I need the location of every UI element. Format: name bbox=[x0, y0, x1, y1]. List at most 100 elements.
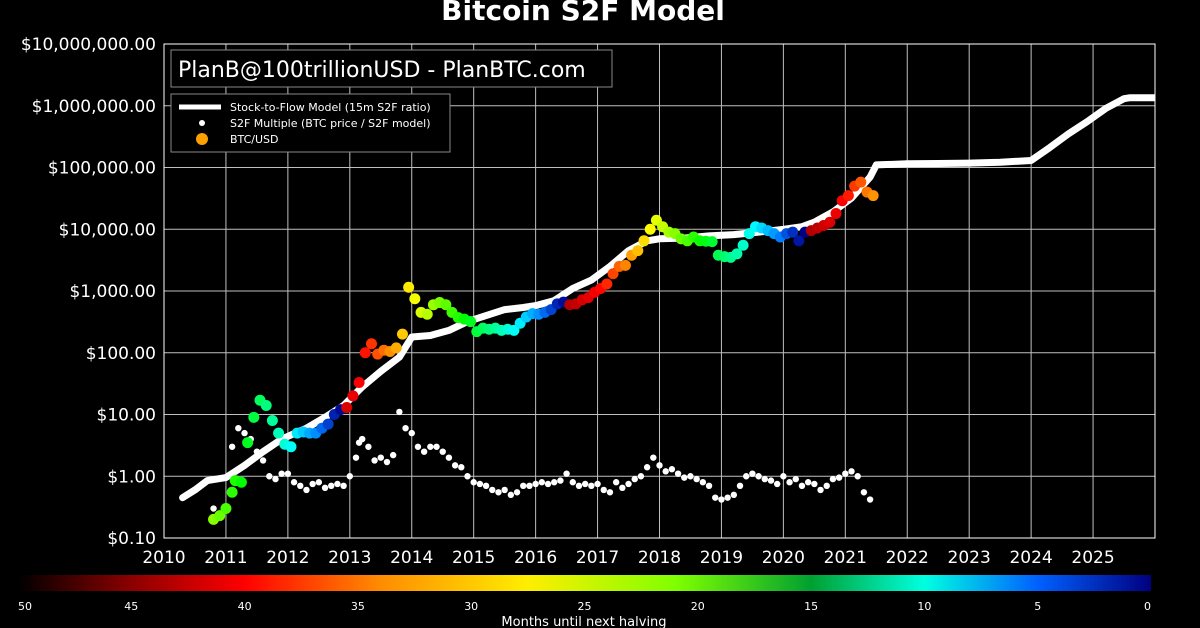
multiple-point bbox=[334, 480, 341, 488]
multiple-point bbox=[637, 473, 645, 480]
multiple-point bbox=[359, 435, 366, 443]
price-point bbox=[322, 418, 334, 430]
multiple-point bbox=[290, 479, 298, 486]
multiple-point bbox=[650, 454, 657, 461]
multiple-point bbox=[340, 482, 347, 490]
price-point bbox=[353, 376, 365, 388]
price-point bbox=[396, 328, 408, 340]
multiple-point bbox=[464, 473, 471, 480]
price-point bbox=[793, 235, 805, 247]
x-tick-label: 2016 bbox=[514, 548, 557, 568]
multiple-point bbox=[371, 457, 378, 464]
multiple-point bbox=[780, 473, 787, 480]
price-point bbox=[403, 281, 415, 293]
x-tick-label: 2010 bbox=[142, 548, 185, 568]
price-point bbox=[235, 476, 247, 488]
multiple-point bbox=[823, 482, 830, 490]
price-point bbox=[285, 441, 297, 453]
multiple-point bbox=[346, 473, 354, 480]
y-tick-label: $10.00 bbox=[97, 406, 156, 426]
multiple-point bbox=[297, 482, 304, 490]
multiple-point bbox=[829, 475, 837, 483]
multiple-point bbox=[408, 429, 415, 437]
colorbar-tick-label: 20 bbox=[691, 600, 705, 613]
price-point bbox=[260, 399, 272, 411]
x-tick-label: 2025 bbox=[1071, 548, 1114, 568]
multiple-point bbox=[427, 443, 434, 450]
price-point bbox=[787, 226, 799, 238]
x-tick-label: 2020 bbox=[762, 548, 805, 568]
multiple-point bbox=[724, 494, 731, 501]
y-axis: $0.10 $1.00 $10.00 $100.00 $1,000.00 $10,000.… bbox=[21, 35, 156, 549]
colorbar-label: Months until next halving bbox=[501, 615, 666, 628]
colorbar-tick-label: 0 bbox=[1144, 600, 1151, 613]
multiple-point bbox=[662, 468, 669, 475]
multiple-point bbox=[476, 480, 484, 488]
multiple-point bbox=[581, 480, 589, 488]
x-axis: 2010 2011 2012 2013 2014 2015 2016 2017 2018 2019… bbox=[142, 548, 1114, 568]
price-point bbox=[214, 510, 226, 522]
price-point bbox=[248, 411, 260, 423]
multiple-point bbox=[266, 473, 273, 480]
price-point bbox=[409, 293, 421, 305]
price-point bbox=[508, 324, 520, 336]
multiple-point bbox=[594, 480, 601, 488]
colorbar-tick-label: 35 bbox=[351, 600, 365, 613]
btc-price-series bbox=[208, 176, 879, 525]
multiple-point bbox=[420, 448, 428, 455]
credit-text: PlanB@100trillionUSD - PlanBTC.com bbox=[178, 58, 586, 83]
multiple-point bbox=[736, 482, 744, 490]
multiple-point bbox=[848, 468, 855, 475]
colorbar-tick-label: 30 bbox=[464, 600, 478, 613]
multiple-point bbox=[631, 475, 638, 483]
price-point bbox=[607, 268, 619, 280]
multiple-point bbox=[383, 458, 391, 466]
colorbar: 50 45 40 35 30 25 20 15 10 5 0 Months until next h… bbox=[18, 575, 1151, 628]
multiple-point bbox=[458, 464, 465, 471]
multiple-point bbox=[712, 494, 719, 501]
colorbar-tick-label: 25 bbox=[578, 600, 592, 613]
multiple-point bbox=[575, 482, 583, 490]
multiple-point bbox=[699, 479, 707, 486]
multiple-point bbox=[451, 462, 459, 469]
multiple-point bbox=[842, 470, 849, 477]
multiple-point bbox=[681, 474, 688, 481]
multiple-point bbox=[767, 477, 775, 484]
multiple-point bbox=[625, 480, 632, 488]
multiple-point bbox=[439, 448, 446, 455]
multiple-point bbox=[396, 408, 403, 416]
multiple-point bbox=[352, 454, 360, 461]
multiple-point bbox=[489, 486, 496, 494]
colorbar-tick-label: 5 bbox=[1034, 600, 1041, 613]
colorbar-tick-label: 50 bbox=[18, 600, 32, 613]
multiple-point bbox=[284, 470, 292, 477]
multiple-point bbox=[228, 443, 236, 450]
price-point bbox=[855, 176, 867, 188]
price-point bbox=[220, 503, 232, 515]
multiple-point bbox=[532, 480, 539, 488]
credit-box: PlanB@100trillionUSD - PlanBTC.com bbox=[170, 49, 613, 88]
price-point bbox=[359, 347, 371, 359]
multiple-point bbox=[315, 479, 323, 486]
y-tick-label: $100,000.00 bbox=[48, 159, 156, 179]
x-tick-label: 2015 bbox=[452, 548, 495, 568]
price-point bbox=[242, 437, 254, 449]
multiple-point bbox=[798, 482, 806, 490]
multiple-point bbox=[557, 477, 564, 484]
legend-multiple-label: S2F Multiple (BTC price / S2F model) bbox=[230, 117, 431, 130]
multiple-point bbox=[526, 482, 533, 490]
y-tick-label: $100.00 bbox=[86, 344, 156, 364]
multiple-point bbox=[470, 479, 477, 486]
x-tick-label: 2023 bbox=[948, 548, 991, 568]
multiple-point bbox=[668, 466, 676, 473]
multiple-point bbox=[272, 475, 279, 483]
multiple-point bbox=[389, 451, 397, 459]
multiple-point bbox=[786, 479, 793, 486]
price-point bbox=[365, 338, 377, 350]
colorbar-tick-label: 40 bbox=[238, 600, 252, 613]
multiple-point bbox=[241, 429, 248, 437]
price-point bbox=[465, 316, 477, 328]
multiple-point bbox=[210, 505, 217, 512]
y-tick-label: $1,000,000.00 bbox=[32, 97, 156, 117]
